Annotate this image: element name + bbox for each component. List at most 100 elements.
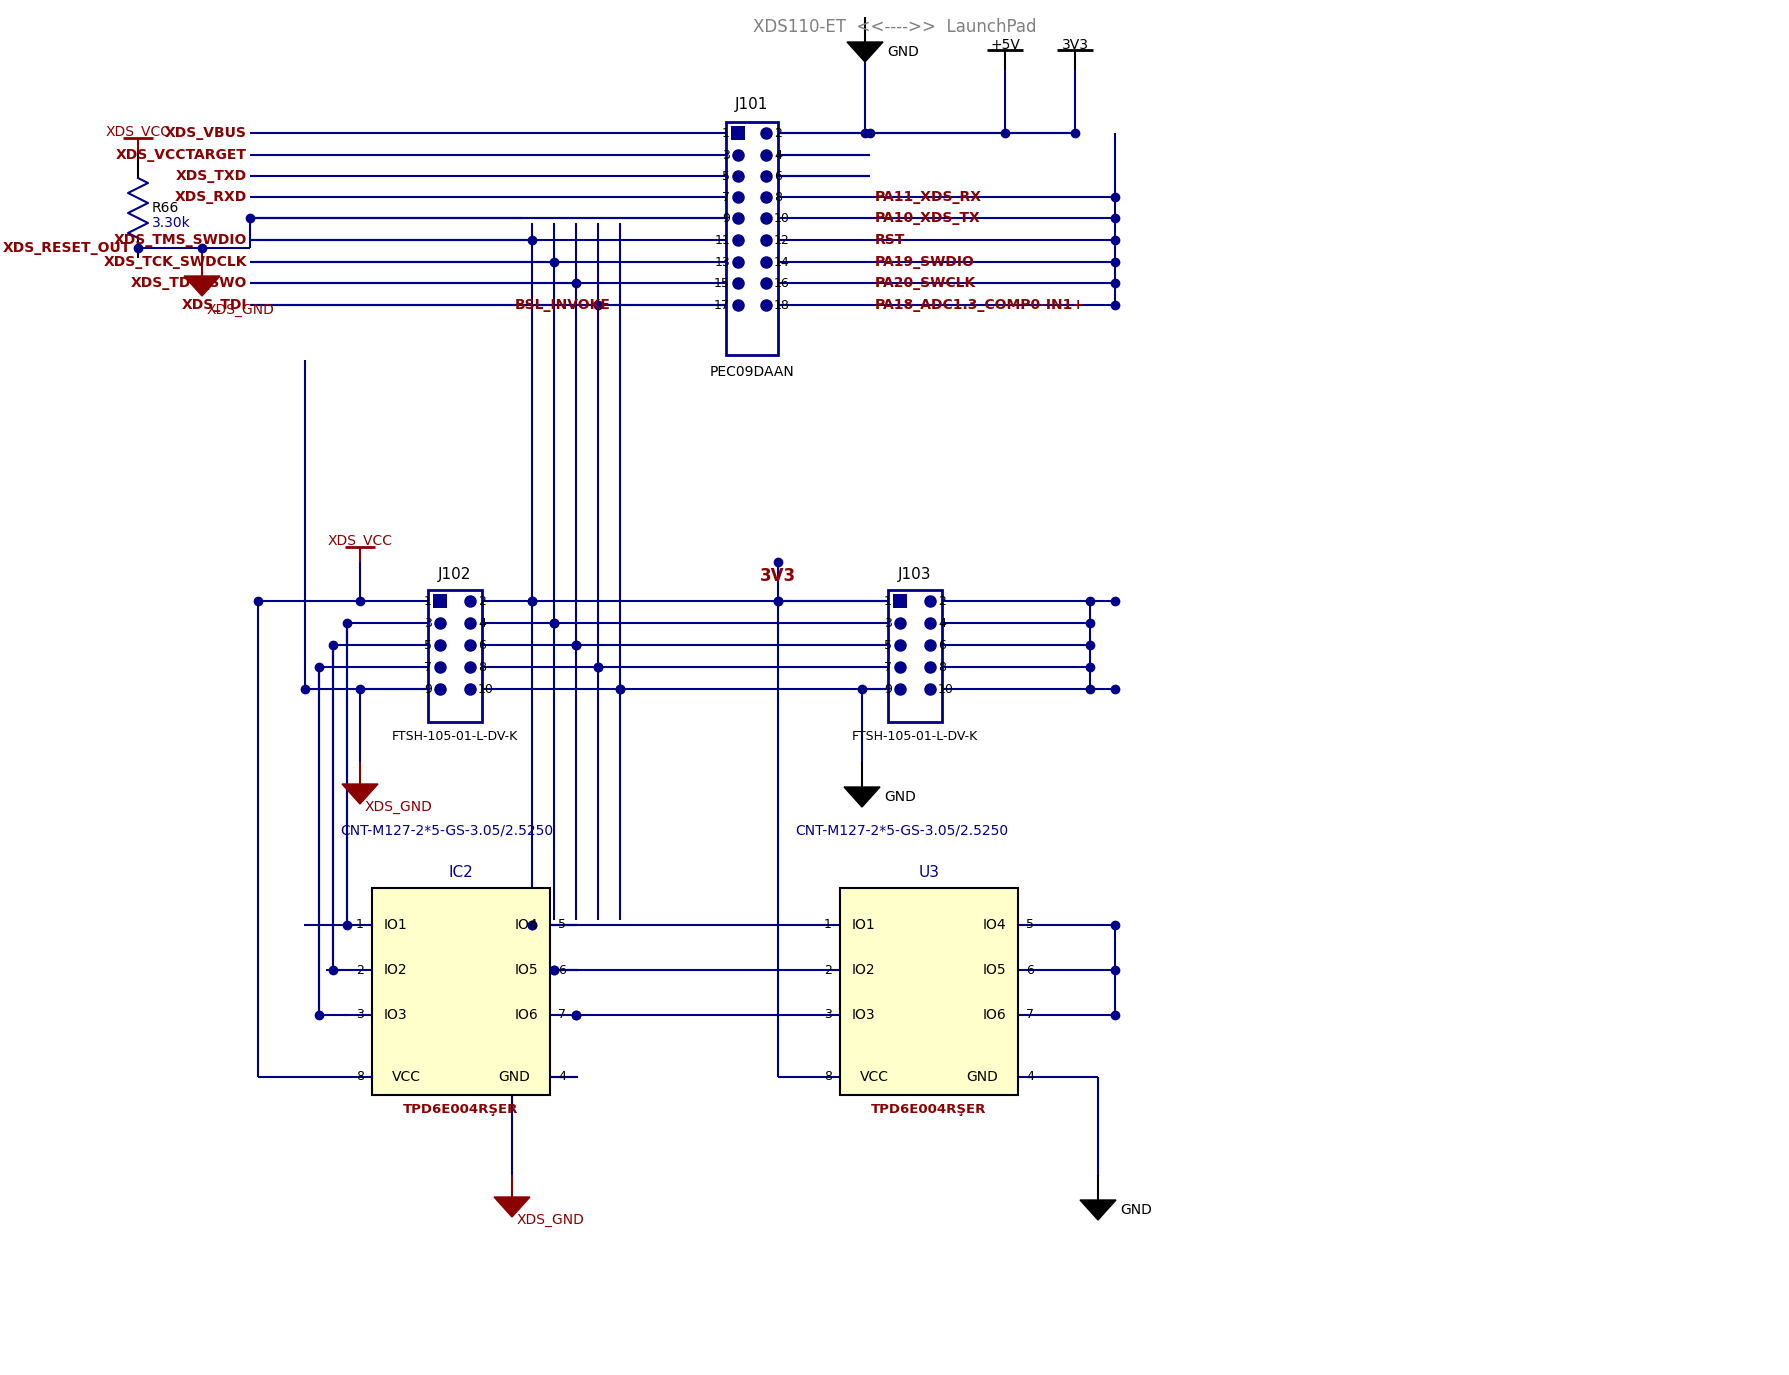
Text: 2: 2 xyxy=(823,964,832,976)
Text: VCC: VCC xyxy=(859,1070,889,1084)
Polygon shape xyxy=(494,1198,530,1217)
Bar xyxy=(839,888,1018,1094)
Bar xyxy=(893,594,907,608)
Text: 8: 8 xyxy=(356,1071,363,1084)
Text: 7: 7 xyxy=(1025,1008,1034,1022)
Text: PA10_XDS_TX: PA10_XDS_TX xyxy=(875,210,980,226)
Text: 4: 4 xyxy=(773,148,782,161)
Text: IO1: IO1 xyxy=(852,918,875,932)
Text: 4: 4 xyxy=(1025,1071,1034,1084)
Text: +5V: +5V xyxy=(989,38,1020,52)
Text: 1: 1 xyxy=(721,126,730,139)
Text: 17: 17 xyxy=(714,298,730,312)
Bar xyxy=(433,594,447,608)
Text: GND: GND xyxy=(1120,1203,1152,1217)
Text: 10: 10 xyxy=(773,212,789,224)
Text: XDS_GND: XDS_GND xyxy=(208,302,276,318)
Text: 5: 5 xyxy=(884,638,891,652)
Text: IO2: IO2 xyxy=(852,962,875,978)
Text: 2: 2 xyxy=(478,594,485,608)
Text: XDS_GND: XDS_GND xyxy=(365,800,433,814)
Polygon shape xyxy=(184,276,220,296)
Text: U3: U3 xyxy=(918,865,939,880)
Text: XDS_VCC: XDS_VCC xyxy=(327,534,392,549)
Text: IO1: IO1 xyxy=(385,918,408,932)
Text: TPD6E004RŞER: TPD6E004RŞER xyxy=(403,1103,519,1116)
Text: 10: 10 xyxy=(937,682,954,696)
Text: CNT-M127-2*5-GS-3.05/2.5250: CNT-M127-2*5-GS-3.05/2.5250 xyxy=(340,824,553,837)
Text: 7: 7 xyxy=(721,191,730,204)
Text: 16: 16 xyxy=(773,276,789,290)
Text: XDS_RXD: XDS_RXD xyxy=(175,190,247,204)
Text: 5: 5 xyxy=(1025,918,1034,931)
Text: J102: J102 xyxy=(438,566,472,582)
Text: 9: 9 xyxy=(424,682,431,696)
Text: GND: GND xyxy=(497,1070,530,1084)
Text: IO6: IO6 xyxy=(982,1008,1005,1022)
Text: XDS_TMS_SWDIO: XDS_TMS_SWDIO xyxy=(113,232,247,248)
Bar xyxy=(372,888,549,1094)
Text: 1: 1 xyxy=(356,918,363,931)
Text: 10: 10 xyxy=(478,682,494,696)
Text: XDS_TDI: XDS_TDI xyxy=(181,298,247,312)
Text: 7: 7 xyxy=(884,660,891,674)
Text: XDS110-ET  <<---->>  LaunchPad: XDS110-ET <<---->> LaunchPad xyxy=(753,18,1036,36)
Text: 3.30k: 3.30k xyxy=(152,216,191,230)
Text: 3: 3 xyxy=(823,1008,832,1022)
Text: 5: 5 xyxy=(721,169,730,183)
Text: TPD6E004RŞER: TPD6E004RŞER xyxy=(871,1103,986,1116)
Bar xyxy=(887,590,941,722)
Text: XDS_RESET_OUT: XDS_RESET_OUT xyxy=(4,241,131,254)
Text: GND: GND xyxy=(966,1070,998,1084)
Text: XDS_TCK_SWDCLK: XDS_TCK_SWDCLK xyxy=(104,254,247,270)
Text: 1: 1 xyxy=(884,594,891,608)
Text: IO3: IO3 xyxy=(385,1008,408,1022)
Text: 12: 12 xyxy=(773,234,789,246)
Text: IC2: IC2 xyxy=(449,865,472,880)
Text: PA20_SWCLK: PA20_SWCLK xyxy=(875,276,975,290)
Text: 8: 8 xyxy=(773,191,782,204)
Text: 4: 4 xyxy=(937,616,945,630)
Text: 5: 5 xyxy=(558,918,565,931)
Bar xyxy=(726,122,778,355)
Text: 3V3: 3V3 xyxy=(1061,38,1088,52)
Text: PEC09DAAN: PEC09DAAN xyxy=(708,364,794,380)
Text: PA19_SWDIO: PA19_SWDIO xyxy=(875,254,975,270)
Text: XDS_VCC: XDS_VCC xyxy=(106,125,170,139)
Text: 7: 7 xyxy=(558,1008,565,1022)
Text: 6: 6 xyxy=(478,638,485,652)
Text: 3: 3 xyxy=(424,616,431,630)
Text: XDS_VBUS: XDS_VBUS xyxy=(165,126,247,140)
Text: BSL_INVOKE: BSL_INVOKE xyxy=(515,298,610,312)
Bar xyxy=(428,590,481,722)
Text: FTSH-105-01-L-DV-K: FTSH-105-01-L-DV-K xyxy=(852,730,977,742)
Polygon shape xyxy=(342,784,377,804)
Text: 2: 2 xyxy=(773,126,782,139)
Text: IO5: IO5 xyxy=(513,962,538,978)
Text: 3: 3 xyxy=(884,616,891,630)
Text: 11: 11 xyxy=(714,234,730,246)
Text: 3: 3 xyxy=(721,148,730,161)
Text: 6: 6 xyxy=(773,169,782,183)
Text: VCC: VCC xyxy=(392,1070,420,1084)
Text: 6: 6 xyxy=(937,638,945,652)
Text: 14: 14 xyxy=(773,256,789,268)
Text: IO6: IO6 xyxy=(513,1008,538,1022)
Polygon shape xyxy=(844,786,880,807)
Polygon shape xyxy=(846,43,882,62)
Text: 15: 15 xyxy=(714,276,730,290)
Text: GND: GND xyxy=(887,45,918,59)
Text: 8: 8 xyxy=(478,660,487,674)
Text: XDS_TXD: XDS_TXD xyxy=(175,169,247,183)
Text: 2: 2 xyxy=(937,594,945,608)
Text: 4: 4 xyxy=(558,1071,565,1084)
Text: 2: 2 xyxy=(356,964,363,976)
Text: 3V3: 3V3 xyxy=(760,566,796,584)
Text: 8: 8 xyxy=(823,1071,832,1084)
Text: FTSH-105-01-L-DV-K: FTSH-105-01-L-DV-K xyxy=(392,730,517,742)
Text: XDS_GND: XDS_GND xyxy=(517,1213,585,1226)
Text: 3: 3 xyxy=(356,1008,363,1022)
Text: 6: 6 xyxy=(1025,964,1034,976)
Text: 7: 7 xyxy=(424,660,431,674)
Text: 1: 1 xyxy=(424,594,431,608)
